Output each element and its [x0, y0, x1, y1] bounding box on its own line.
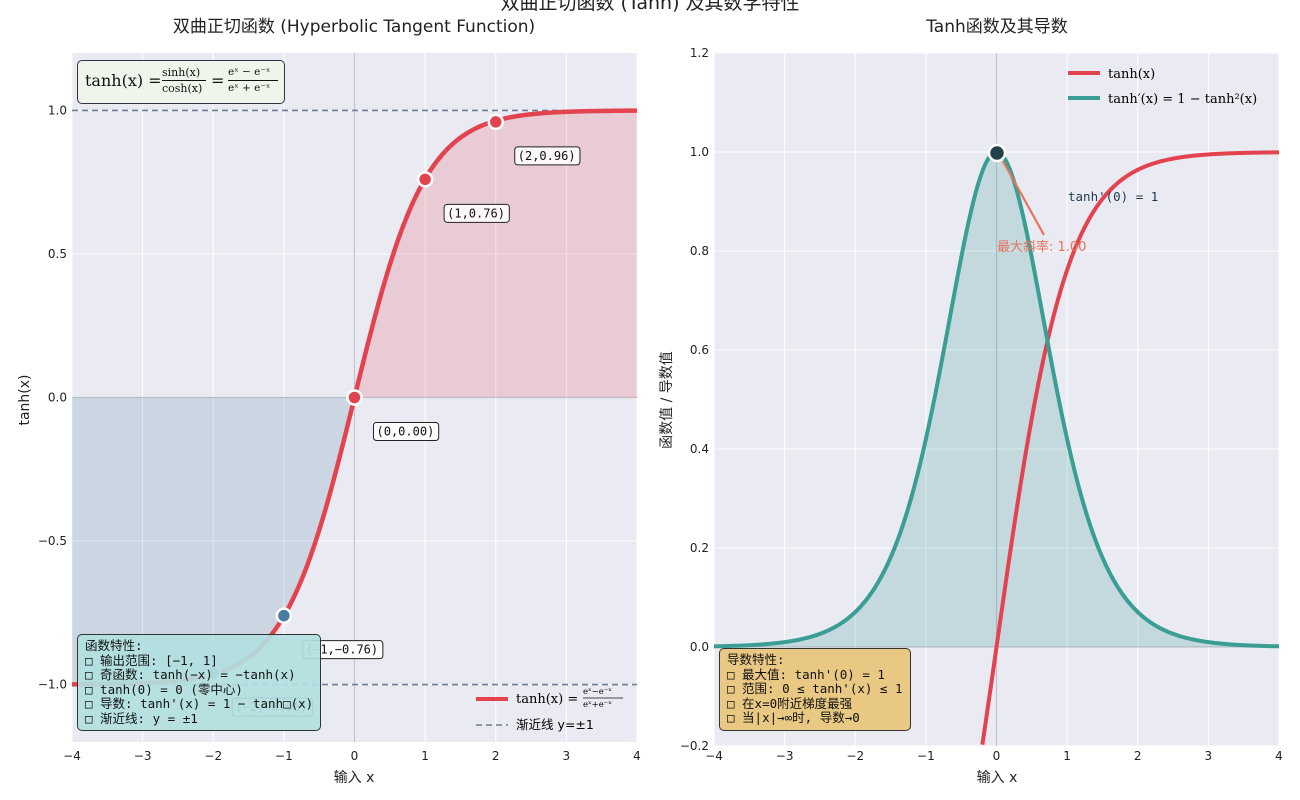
key-point-marker [346, 389, 363, 406]
right-y-tick-label: 0.0 [690, 640, 709, 654]
legend-tanh-label: tanh(x) = [516, 692, 578, 707]
annotation-arrow [1002, 160, 1045, 236]
legend-tanh-label-right: tanh(x) [1108, 67, 1155, 82]
annotation-max-slope: 最大斜率: 1.00 [997, 239, 1086, 255]
deriv-property-item: □ 最大值: tanh'(0) = 1 [727, 666, 885, 682]
key-point-label: (−1,−0.76) [306, 643, 378, 657]
right-y-axis-label: 函数值 / 导数值 [659, 351, 675, 449]
right-x-tick-label: −1 [917, 749, 935, 763]
right-area-fill [714, 152, 1279, 647]
legend-tanh-numerator: eˣ−e⁻ˣ [583, 687, 612, 697]
right-annotations: tanh'(0) = 1 最大斜率: 1.00 [987, 143, 1158, 255]
deriv-property-item: □ 范围: 0 ≤ tanh'(x) ≤ 1 [727, 681, 903, 696]
left-x-tick-label: −3 [134, 749, 152, 763]
left-x-tick-label: 4 [633, 749, 641, 763]
key-point-label-box [373, 422, 440, 441]
function-properties-box: 函数特性: □ 输出范围: [−1, 1] □ 奇函数: tanh(−x) = … [77, 634, 322, 731]
left-y-tick-label: 1.0 [48, 103, 67, 117]
right-x-tick-label: −4 [705, 749, 723, 763]
formula-box: tanh(x) = sinh(x) cosh(x) = eˣ − e⁻ˣ eˣ … [77, 60, 285, 104]
right-y-tick-label: 1.0 [690, 145, 709, 159]
property-item: □ 奇函数: tanh(−x) = −tanh(x) [85, 667, 296, 682]
legend-derivative-label: tanh′(x) = 1 − tanh²(x) [1108, 92, 1257, 107]
right-y-tick-label: 0.6 [690, 343, 709, 357]
properties-title: 函数特性: [85, 638, 143, 653]
legend-asymptote-label: 渐近线 y=±1 [516, 717, 594, 732]
key-point-marker [487, 113, 504, 131]
left-x-tick-label: −2 [204, 749, 222, 763]
formula-frac2-bar [228, 80, 278, 81]
right-y-tick-label: 0.8 [690, 244, 709, 258]
right-panel: −4 −3 −2 −1 0 1 2 3 4 −0.2 0.0 0.2 0.4 0.6 0.8 1.0 1.2 t… [659, 17, 1283, 786]
right-y-tick-label: 0.2 [690, 541, 709, 555]
property-item: □ 渐近线: y = ±1 [85, 710, 198, 726]
formula-frac1-denominator: cosh(x) [162, 82, 203, 95]
left-ticks: −4 −3 −2 −1 0 1 2 3 4 −1.0 −0.5 0.0 0.5 1.0 [38, 103, 641, 763]
right-x-tick-label: 2 [1134, 749, 1142, 763]
left-x-tick-label: 1 [421, 749, 429, 763]
left-x-axis-label: 输入 x [334, 770, 375, 786]
key-point-marker [275, 607, 293, 624]
right-y-tick-label: −0.2 [680, 739, 709, 753]
key-point-label: (1,0.76) [447, 206, 505, 220]
right-x-tick-label: −3 [776, 749, 794, 763]
right-y-tick-label: 0.4 [690, 442, 709, 456]
left-x-tick-label: −4 [63, 749, 81, 763]
deriv-property-item: □ 在x=0附近梯度最强 [727, 695, 853, 711]
key-point-marker [416, 171, 434, 188]
left-y-tick-label: −1.0 [38, 678, 67, 692]
property-item: □ tanh(0) = 0 (零中心) [85, 681, 243, 697]
formula-frac1-bar [162, 80, 206, 81]
right-x-tick-label: 4 [1275, 749, 1283, 763]
tanh-curve-right [980, 150, 1280, 745]
left-x-tick-label: 0 [351, 749, 359, 763]
right-x-tick-label: −2 [846, 749, 864, 763]
key-point-label: (0,0.00) [377, 425, 435, 439]
figure-suptitle: 双曲正切函数 (Tanh) 及其数学特性 [500, 0, 800, 14]
right-x-axis-label: 输入 x [977, 770, 1018, 786]
right-legend: tanh(x) tanh′(x) = 1 − tanh²(x) [1068, 67, 1257, 107]
right-x-tick-label: 0 [993, 749, 1001, 763]
right-x-tick-label: 3 [1205, 749, 1213, 763]
key-point-label-box [514, 146, 581, 166]
formula-lhs: tanh(x) = [85, 71, 162, 90]
deriv-property-item: □ 当|x|→∞时, 导数→0 [727, 710, 860, 725]
left-panel: (−2,−0.96)(−1,−0.76)(0,0.00)(1,0.76)(2,0… [17, 17, 641, 786]
right-x-tick-label: 1 [1063, 749, 1071, 763]
left-chart-title: 双曲正切函数 (Hyperbolic Tangent Function) [173, 17, 535, 37]
left-legend: tanh(x) = eˣ−e⁻ˣ eˣ+e⁻ˣ 渐近线 y=±1 [476, 687, 623, 732]
property-item: □ 导数: tanh'(x) = 1 − tanh□(x) [85, 696, 314, 711]
formula-equals: = [211, 71, 225, 90]
property-item: □ 输出范围: [−1, 1] [85, 652, 218, 668]
left-x-tick-label: −1 [275, 749, 293, 763]
max-point-marker [987, 143, 1007, 163]
annotation-derivative-value: tanh'(0) = 1 [1068, 189, 1158, 204]
formula-frac2-numerator: eˣ − e⁻ˣ [228, 66, 271, 78]
left-y-tick-label: 0.0 [48, 391, 67, 405]
left-y-tick-label: −0.5 [38, 534, 67, 548]
left-y-axis-label: tanh(x) [17, 374, 33, 425]
formula-frac1-numerator: sinh(x) [162, 66, 201, 79]
right-chart-title: Tanh函数及其导数 [925, 17, 1068, 37]
right-y-tick-label: 1.2 [690, 46, 709, 60]
right-ticks: −4 −3 −2 −1 0 1 2 3 4 −0.2 0.0 0.2 0.4 0.6 0.8 1.0 1.2 [680, 46, 1283, 763]
legend-tanh-denominator: eˣ+e⁻ˣ [583, 700, 612, 710]
left-x-tick-label: 3 [563, 749, 571, 763]
derivative-area-fill [714, 152, 1279, 647]
left-x-tick-label: 2 [492, 749, 500, 763]
key-point-label-box [443, 203, 510, 223]
deriv-properties-title: 导数特性: [727, 652, 785, 667]
derivative-properties-box: 导数特性: □ 最大值: tanh'(0) = 1 □ 范围: 0 ≤ tanh… [719, 648, 911, 731]
formula-frac2-denominator: eˣ + e⁻ˣ [228, 82, 271, 94]
key-point-label: (2,0.96) [518, 149, 576, 163]
left-y-tick-label: 0.5 [48, 247, 67, 261]
